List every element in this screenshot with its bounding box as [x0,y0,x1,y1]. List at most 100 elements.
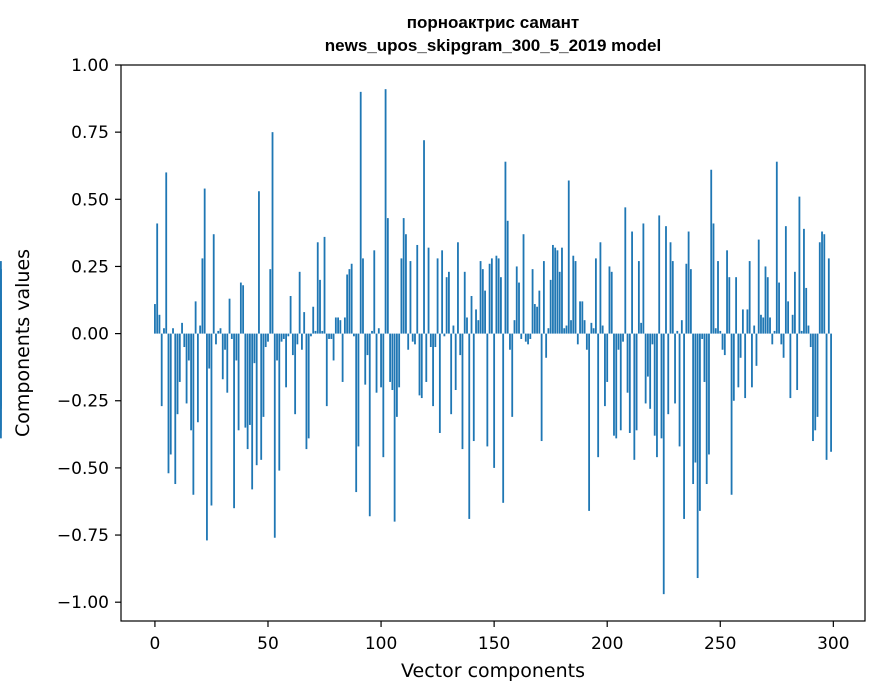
bar [656,333,658,458]
bar [581,301,584,334]
bar [226,333,229,393]
y-tick-label: 0.00 [71,325,109,345]
bar [726,250,728,334]
bar [246,333,249,450]
bar [0,333,2,431]
bar [280,333,283,342]
bar [572,255,575,334]
bar [178,333,181,382]
bar [368,333,371,517]
bar [570,320,572,334]
bar [769,317,771,334]
bar [712,223,715,334]
bar [705,333,708,485]
bar [547,328,550,334]
bar [461,333,464,450]
bar [271,132,274,334]
bar [463,271,466,334]
bar [617,333,620,350]
bar [224,333,226,350]
bar [803,228,805,334]
bar [371,330,373,334]
bar [172,328,174,334]
bar [307,333,310,439]
bar [432,333,434,407]
bar [217,330,220,334]
chart-title-line1: порноактрис самант [407,13,580,32]
y-axis-label: Components values [12,249,34,437]
bar [206,333,208,541]
bar [610,271,613,334]
bar [334,317,337,334]
bar [165,172,168,334]
bar [660,333,663,439]
bar [583,320,586,334]
bar [554,247,557,334]
bar [310,333,312,337]
bar [796,333,799,391]
bar [470,296,473,334]
bar [457,242,459,334]
y-tick-label: 1.00 [71,56,109,76]
bar [669,242,672,334]
x-tick-label: 150 [478,634,510,654]
bar [674,333,676,404]
bar [472,333,475,442]
bar [228,298,231,334]
bar [613,333,615,436]
bar [452,325,455,334]
bar [782,333,785,358]
bar [233,333,235,509]
bar [0,328,2,334]
bar [567,180,570,334]
bar [563,328,566,334]
x-tick-label: 0 [150,634,161,654]
bar [533,304,536,334]
bar [714,328,717,334]
bar [830,333,832,452]
bar [723,333,726,356]
bar [637,261,640,334]
bar [423,140,425,334]
bar [493,333,496,468]
bar [244,333,247,428]
bar [398,333,401,388]
bar [665,226,667,334]
bar [429,333,432,348]
bar [163,328,165,334]
bar [169,333,172,455]
bar [694,333,697,463]
bar [301,333,303,350]
bar [158,314,161,334]
bar [511,333,514,417]
bar [251,333,254,490]
bar-series [0,89,832,595]
bar [239,282,242,334]
bar [692,333,695,485]
bar [294,333,297,415]
bar [524,333,527,342]
bar [484,290,486,334]
bar [289,296,292,334]
bar [384,89,387,334]
bar [753,325,756,334]
bar [373,250,376,334]
bar [635,333,638,431]
y-tick-label: 0.75 [71,123,109,143]
bar [717,261,719,334]
bar [800,330,803,334]
bar [332,333,335,361]
bar [540,333,543,442]
bar [495,255,498,334]
bar [402,218,405,334]
bar [531,269,534,334]
bar [827,258,830,334]
bar [558,271,561,334]
bar [506,220,509,334]
bar [739,333,742,358]
bar [647,333,649,377]
bar [328,333,330,339]
bar [766,277,769,334]
bar [552,244,554,334]
bar [436,258,439,334]
